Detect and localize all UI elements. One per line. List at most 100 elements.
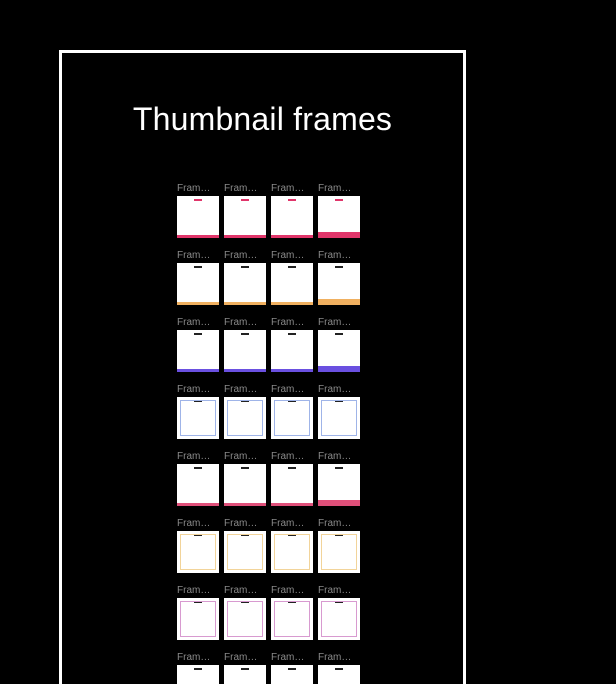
frame-item[interactable]: Fram…: [177, 183, 219, 238]
frame-item[interactable]: Fram…: [224, 183, 266, 238]
frame-item[interactable]: Fram…: [318, 451, 360, 506]
frame-label[interactable]: Fram…: [318, 250, 352, 261]
frame-item[interactable]: Fram…: [318, 317, 360, 372]
frame-label[interactable]: Fram…: [318, 652, 352, 663]
frame-label[interactable]: Fram…: [177, 652, 211, 663]
thumbnail-heading: [288, 333, 296, 335]
frame-thumbnail[interactable]: [271, 397, 313, 439]
frame-label[interactable]: Fram…: [177, 585, 211, 596]
frame-label[interactable]: Fram…: [224, 183, 258, 194]
frame-label[interactable]: Fram…: [271, 585, 305, 596]
frame-item[interactable]: Fram…: [271, 317, 313, 372]
frame-item[interactable]: Fram…: [177, 451, 219, 506]
frame-item[interactable]: Fram…: [318, 250, 360, 305]
frame-label[interactable]: Fram…: [271, 518, 305, 529]
frame-item[interactable]: Fram…: [271, 250, 313, 305]
frame-thumbnail[interactable]: [271, 531, 313, 573]
frame-item[interactable]: Fram…: [318, 518, 360, 573]
frame-thumbnail[interactable]: [177, 263, 219, 305]
frame-item[interactable]: Fram…: [177, 317, 219, 372]
frame-item[interactable]: Fram…: [224, 317, 266, 372]
frame-item[interactable]: Fram…: [318, 183, 360, 238]
frame-thumbnail[interactable]: [271, 464, 313, 506]
frame-thumbnail[interactable]: [224, 464, 266, 506]
frame-thumbnail[interactable]: [224, 665, 266, 684]
frame-thumbnail[interactable]: [224, 330, 266, 372]
frame-thumbnail[interactable]: [177, 330, 219, 372]
frame-label[interactable]: Fram…: [224, 250, 258, 261]
frame-label[interactable]: Fram…: [318, 585, 352, 596]
frame-item[interactable]: Fram…: [177, 652, 219, 684]
frame-thumbnail[interactable]: [177, 598, 219, 640]
frame-item[interactable]: Fram…: [271, 451, 313, 506]
frame-item[interactable]: Fram…: [224, 585, 266, 640]
frame-thumbnail[interactable]: [318, 397, 360, 439]
frame-thumbnail[interactable]: [318, 665, 360, 684]
frame-thumbnail[interactable]: [318, 598, 360, 640]
frame-thumbnail[interactable]: [318, 464, 360, 506]
frame-label[interactable]: Fram…: [271, 451, 305, 462]
frame-thumbnail[interactable]: [177, 531, 219, 573]
frame-thumbnail[interactable]: [177, 397, 219, 439]
frame-thumbnail[interactable]: [224, 397, 266, 439]
frame-label[interactable]: Fram…: [224, 317, 258, 328]
frame-thumbnail[interactable]: [318, 196, 360, 238]
frame-thumbnail[interactable]: [177, 464, 219, 506]
frame-label[interactable]: Fram…: [177, 183, 211, 194]
frame-thumbnail[interactable]: [271, 330, 313, 372]
frame-label[interactable]: Fram…: [177, 250, 211, 261]
frame-thumbnail[interactable]: [271, 263, 313, 305]
frame-item[interactable]: Fram…: [224, 451, 266, 506]
frame-item[interactable]: Fram…: [271, 518, 313, 573]
frame-thumbnail[interactable]: [271, 196, 313, 238]
frame-item[interactable]: Fram…: [177, 585, 219, 640]
frame-item[interactable]: Fram…: [318, 652, 360, 684]
frame-thumbnail[interactable]: [224, 598, 266, 640]
frame-label[interactable]: Fram…: [271, 250, 305, 261]
frame-item[interactable]: Fram…: [271, 585, 313, 640]
frame-thumbnail[interactable]: [224, 263, 266, 305]
frame-item[interactable]: Fram…: [271, 183, 313, 238]
frame-thumbnail[interactable]: [177, 196, 219, 238]
frame-label[interactable]: Fram…: [271, 384, 305, 395]
frame-label[interactable]: Fram…: [224, 652, 258, 663]
frame-item[interactable]: Fram…: [224, 518, 266, 573]
frame-label[interactable]: Fram…: [318, 384, 352, 395]
thumbnail-accent-strip: [271, 302, 313, 305]
frame-label[interactable]: Fram…: [224, 585, 258, 596]
frame-thumbnail[interactable]: [177, 665, 219, 684]
frame-item[interactable]: Fram…: [318, 384, 360, 439]
frame-thumbnail[interactable]: [224, 196, 266, 238]
frame-item[interactable]: Fram…: [271, 384, 313, 439]
frame-label[interactable]: Fram…: [271, 652, 305, 663]
frame-label[interactable]: Fram…: [177, 384, 211, 395]
frame-thumbnail[interactable]: [318, 330, 360, 372]
frame-label[interactable]: Fram…: [318, 451, 352, 462]
frame-label[interactable]: Fram…: [318, 518, 352, 529]
thumbnail-heading: [241, 333, 249, 335]
frame-label[interactable]: Fram…: [271, 317, 305, 328]
frame-label[interactable]: Fram…: [224, 451, 258, 462]
frame-item[interactable]: Fram…: [177, 518, 219, 573]
frame-thumbnail[interactable]: [271, 665, 313, 684]
frame-item[interactable]: Fram…: [318, 585, 360, 640]
frame-label[interactable]: Fram…: [177, 518, 211, 529]
frame-thumbnail[interactable]: [318, 531, 360, 573]
frame-thumbnail[interactable]: [224, 531, 266, 573]
frame-item[interactable]: Fram…: [224, 250, 266, 305]
frame-thumbnail[interactable]: [318, 263, 360, 305]
frame-item[interactable]: Fram…: [271, 652, 313, 684]
frame-item[interactable]: Fram…: [224, 384, 266, 439]
frame-item[interactable]: Fram…: [224, 652, 266, 684]
frame-label[interactable]: Fram…: [177, 451, 211, 462]
frame-label[interactable]: Fram…: [271, 183, 305, 194]
frame-label[interactable]: Fram…: [318, 317, 352, 328]
frame-label[interactable]: Fram…: [224, 384, 258, 395]
frame-label[interactable]: Fram…: [224, 518, 258, 529]
frame-label[interactable]: Fram…: [318, 183, 352, 194]
frame-item[interactable]: Fram…: [177, 384, 219, 439]
frame-label[interactable]: Fram…: [177, 317, 211, 328]
frame-item[interactable]: Fram…: [177, 250, 219, 305]
frame-thumbnail[interactable]: [271, 598, 313, 640]
section-frame[interactable]: Thumbnail frames Fram… Fram… Fram… Fram… Fra…: [59, 50, 466, 684]
